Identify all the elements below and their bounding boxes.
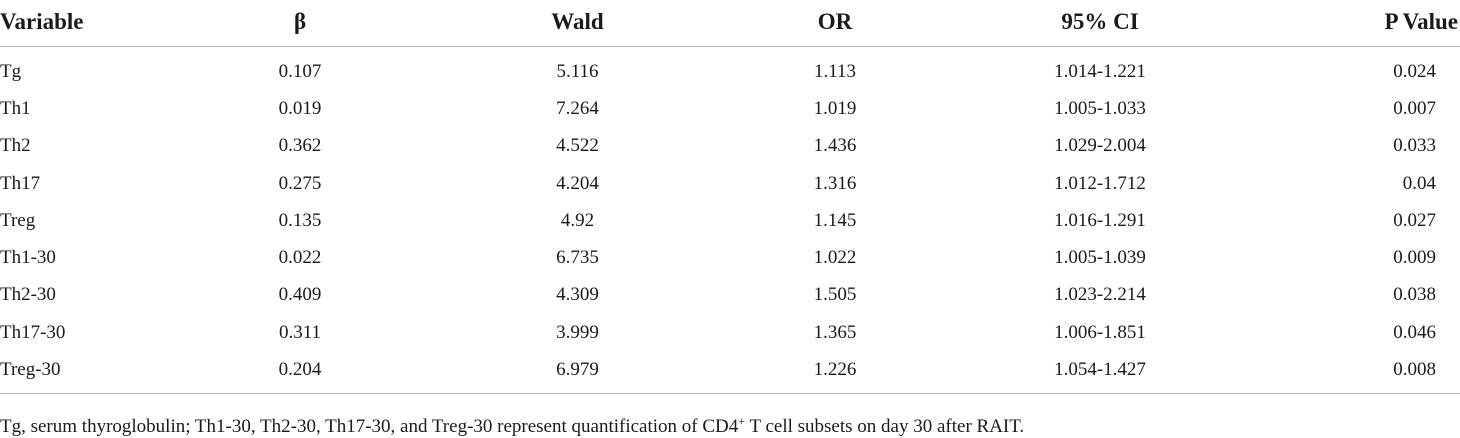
cell-or: 1.019	[813, 97, 857, 119]
cell-or: 1.145	[813, 209, 857, 231]
cell-p-value: 0.038	[1393, 284, 1436, 306]
cell-ci: 1.016-1.291	[1054, 209, 1146, 231]
cell-variable: Th2-30	[0, 284, 56, 306]
cell-beta: 0.275	[278, 172, 322, 194]
cell-p-value: 0.046	[1393, 321, 1436, 343]
cell-ci: 1.012-1.712	[1054, 172, 1146, 194]
table-row: Th2-30 0.409 4.309 1.505 1.023-2.214 0.038	[0, 277, 1460, 314]
cell-variable: Th17-30	[0, 321, 66, 343]
table-row: Th1 0.019 7.264 1.019 1.005-1.033 0.007	[0, 90, 1460, 127]
cell-variable: Treg-30	[0, 359, 61, 381]
header-p-value: P Value	[1384, 9, 1458, 34]
footnote-text-end: T cell subsets on day 30 after RAIT.	[745, 416, 1025, 437]
table-row: Treg-30 0.204 6.979 1.226 1.054-1.427 0.008	[0, 351, 1460, 393]
footnote-text: Tg, serum thyroglobulin; Th1-30, Th2-30,…	[0, 416, 739, 437]
header-variable: Variable	[0, 9, 84, 34]
cell-ci: 1.023-2.214	[1054, 284, 1146, 306]
table-row: Th1-30 0.022 6.735 1.022 1.005-1.039 0.009	[0, 239, 1460, 276]
cell-ci: 1.014-1.221	[1054, 60, 1146, 82]
cell-p-value: 0.033	[1393, 135, 1436, 157]
cell-p-value: 0.024	[1393, 60, 1436, 82]
cell-or: 1.436	[813, 135, 857, 157]
cell-beta: 0.409	[278, 284, 322, 306]
cell-ci: 1.054-1.427	[1054, 359, 1146, 381]
cell-ci: 1.005-1.033	[1054, 97, 1146, 119]
cell-beta: 0.135	[278, 209, 322, 231]
footnote-superscript: +	[738, 414, 746, 428]
cell-wald: 6.735	[556, 247, 599, 269]
header-wald: Wald	[551, 9, 604, 34]
cell-beta: 0.022	[278, 247, 322, 269]
header-or: OR	[817, 9, 853, 34]
cell-ci: 1.006-1.851	[1054, 321, 1146, 343]
cell-variable: Th17	[0, 172, 41, 194]
cell-wald: 4.309	[556, 284, 599, 306]
header-ci: 95% CI	[1061, 9, 1139, 34]
cell-wald: 7.264	[556, 97, 599, 119]
cell-or: 1.505	[813, 284, 857, 306]
cell-p-value: 0.008	[1393, 359, 1436, 381]
cell-beta: 0.362	[278, 135, 322, 157]
cell-wald: 3.999	[556, 321, 599, 343]
cell-ci: 1.029-2.004	[1054, 135, 1146, 157]
cell-or: 1.316	[813, 172, 857, 194]
header-beta: β	[293, 9, 307, 34]
cell-wald: 5.116	[556, 60, 599, 82]
table-row: Tg 0.107 5.116 1.113 1.014-1.221 0.024	[0, 47, 1460, 91]
cell-or: 1.365	[813, 321, 857, 343]
cell-or: 1.022	[813, 247, 857, 269]
cell-beta: 0.204	[278, 359, 322, 381]
cell-p-value: 0.007	[1393, 97, 1436, 119]
cell-or: 1.226	[813, 359, 857, 381]
cell-p-value: 0.04	[1402, 172, 1436, 194]
cell-wald: 6.979	[556, 359, 599, 381]
cell-wald: 4.204	[556, 172, 599, 194]
table-footnote: Tg, serum thyroglobulin; Th1-30, Th2-30,…	[0, 414, 1025, 438]
table-row: Th17 0.275 4.204 1.316 1.012-1.712 0.04	[0, 165, 1460, 202]
cell-beta: 0.019	[278, 97, 322, 119]
table-row: Treg 0.135 4.92 1.145 1.016-1.291 0.027	[0, 202, 1460, 239]
table-row: Th17-30 0.311 3.999 1.365 1.006-1.851 0.046	[0, 314, 1460, 351]
cell-variable: Tg	[0, 60, 22, 82]
cell-wald: 4.522	[556, 135, 599, 157]
cell-beta: 0.107	[278, 60, 322, 82]
cell-variable: Th1	[0, 97, 31, 119]
cell-p-value: 0.027	[1393, 209, 1436, 231]
cell-or: 1.113	[813, 60, 857, 82]
header-row: Variable β Wald OR 95% CI P Value	[0, 0, 1460, 47]
cell-variable: Th1-30	[0, 247, 56, 269]
cell-variable: Treg	[0, 209, 36, 231]
cell-p-value: 0.009	[1393, 247, 1436, 269]
cell-wald: 4.92	[560, 209, 595, 231]
cell-ci: 1.005-1.039	[1054, 247, 1146, 269]
table-row: Th2 0.362 4.522 1.436 1.029-2.004 0.033	[0, 128, 1460, 165]
cell-variable: Th2	[0, 135, 31, 157]
results-table: Variable β Wald OR 95% CI P Value Tg 0.10…	[0, 0, 1460, 394]
cell-beta: 0.311	[278, 321, 322, 343]
